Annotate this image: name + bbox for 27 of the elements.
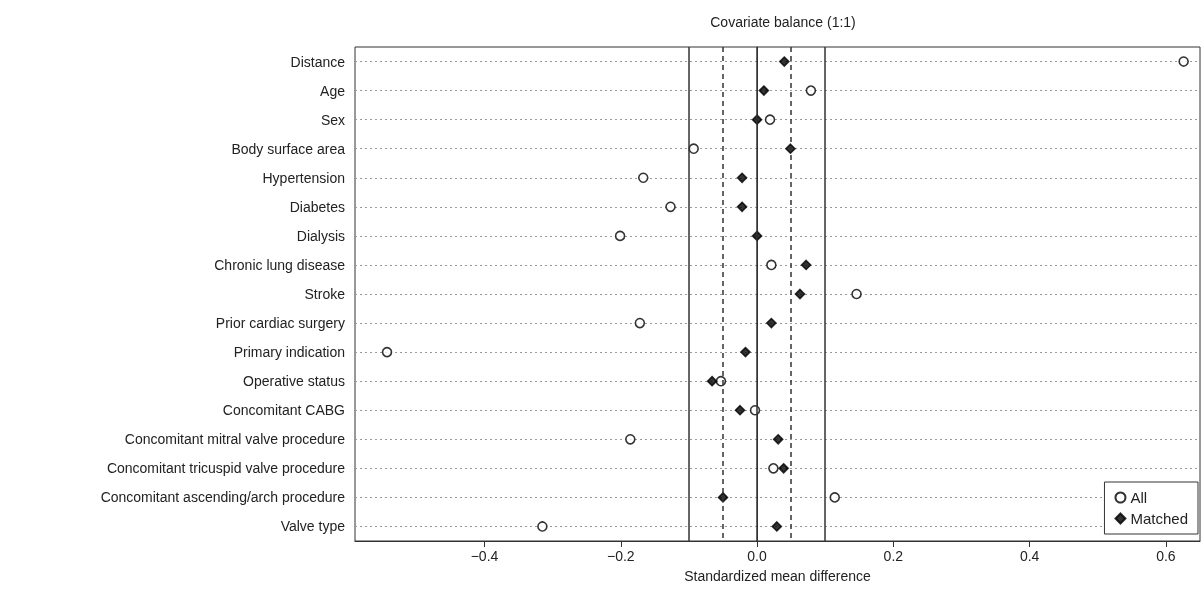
y-tick-label: Stroke <box>304 286 346 302</box>
y-tick-label: Prior cardiac surgery <box>215 315 345 332</box>
y-tick-label: Hypertension <box>262 169 345 186</box>
y-tick-label: Age <box>320 82 346 99</box>
chart-title: Covariate balance (1:1) <box>710 14 856 30</box>
y-tick-label: Operative status <box>243 373 345 390</box>
x-axis-title: Standardized mean difference <box>684 568 871 584</box>
legend-label: Matched <box>1130 510 1189 527</box>
y-tick-label: Primary indication <box>233 344 345 361</box>
y-tick-label: Concomitant ascending/arch procedure <box>100 489 346 506</box>
y-tick-label: Dialysis <box>296 227 345 244</box>
y-tick-label: Concomitant mitral valve procedure <box>124 431 346 448</box>
x-tick-label: −0.2 <box>606 548 635 564</box>
y-tick-label: Concomitant CABG <box>222 402 345 419</box>
x-tick-label: −0.4 <box>470 548 499 564</box>
y-tick-label: Sex <box>320 111 345 128</box>
y-tick-label: Distance <box>290 53 346 70</box>
y-tick-label: Concomitant tricuspid valve procedure <box>106 460 346 477</box>
y-tick-label: Chronic lung disease <box>214 256 346 273</box>
legend-label: All <box>1130 489 1148 506</box>
x-tick-label: 0.6 <box>1156 548 1176 564</box>
x-tick-label: 0.2 <box>883 548 904 564</box>
y-tick-label: Valve type <box>280 518 346 535</box>
y-tick-label: Diabetes <box>289 198 345 215</box>
x-tick-label: 0.0 <box>747 548 767 564</box>
x-tick-label: 0.4 <box>1019 548 1040 564</box>
y-tick-label: Body surface area <box>231 140 346 157</box>
